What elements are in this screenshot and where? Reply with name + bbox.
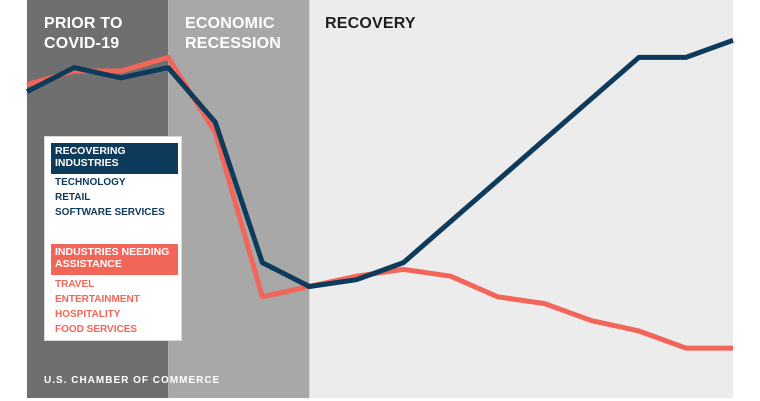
series-line-recovering-industries [25, 37, 734, 289]
legend-item-technology: TECHNOLOGY [55, 177, 126, 188]
legend-item-food-services: FOOD SERVICES [55, 324, 138, 335]
phase-label-economic-recession: ECONOMIC RECESSION [185, 15, 282, 52]
source-credit: U.S. CHAMBER OF COMMERCE [44, 375, 221, 386]
legend-item-software-services: SOFTWARE SERVICES [55, 207, 165, 218]
legend-item-retail: RETAIL [55, 192, 91, 203]
legend-item-hospitality: HOSPITALITY [55, 309, 121, 320]
legend-heading-recovering: RECOVERING INDUSTRIES [51, 143, 178, 174]
phase-band-2 [309, 0, 733, 398]
legend: RECOVERING INDUSTRIES TECHNOLOGY RETAIL … [44, 136, 182, 341]
phase-label-recovery: RECOVERY [325, 15, 416, 32]
legend-item-travel: TRAVEL [55, 279, 95, 290]
legend-item-entertainment: ENTERTAINMENT [55, 294, 140, 305]
phase-label-prior-to-covid: PRIOR TO COVID-19 [44, 15, 123, 52]
legend-heading-needing-assistance: INDUSTRIES NEEDING ASSISTANCE [51, 244, 178, 275]
